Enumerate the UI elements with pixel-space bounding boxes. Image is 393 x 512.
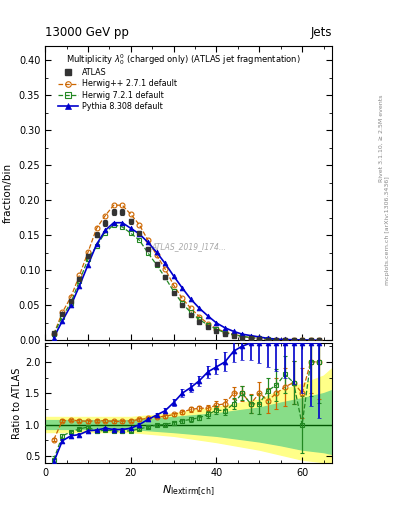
Legend: ATLAS, Herwig++ 2.7.1 default, Herwig 7.2.1 default, Pythia 8.308 default: ATLAS, Herwig++ 2.7.1 default, Herwig 7.… — [55, 65, 180, 115]
X-axis label: $N_{\mathrm{lextirm[ch]}}$: $N_{\mathrm{lextirm[ch]}}$ — [162, 484, 215, 498]
Y-axis label: Ratio to ATLAS: Ratio to ATLAS — [12, 368, 22, 439]
Text: Jets: Jets — [310, 26, 332, 39]
Y-axis label: fraction/bin: fraction/bin — [3, 163, 13, 223]
Text: Multiplicity $\lambda_0^0$ (charged only) (ATLAS jet fragmentation): Multiplicity $\lambda_0^0$ (charged only… — [66, 52, 300, 67]
Text: Rivet 3.1.10, ≥ 2.5M events: Rivet 3.1.10, ≥ 2.5M events — [379, 95, 384, 182]
Text: mcplots.cern.ch [arXiv:1306.3436]: mcplots.cern.ch [arXiv:1306.3436] — [385, 176, 389, 285]
Text: ATLAS_2019_I174...: ATLAS_2019_I174... — [151, 242, 226, 251]
Text: 13000 GeV pp: 13000 GeV pp — [45, 26, 129, 39]
